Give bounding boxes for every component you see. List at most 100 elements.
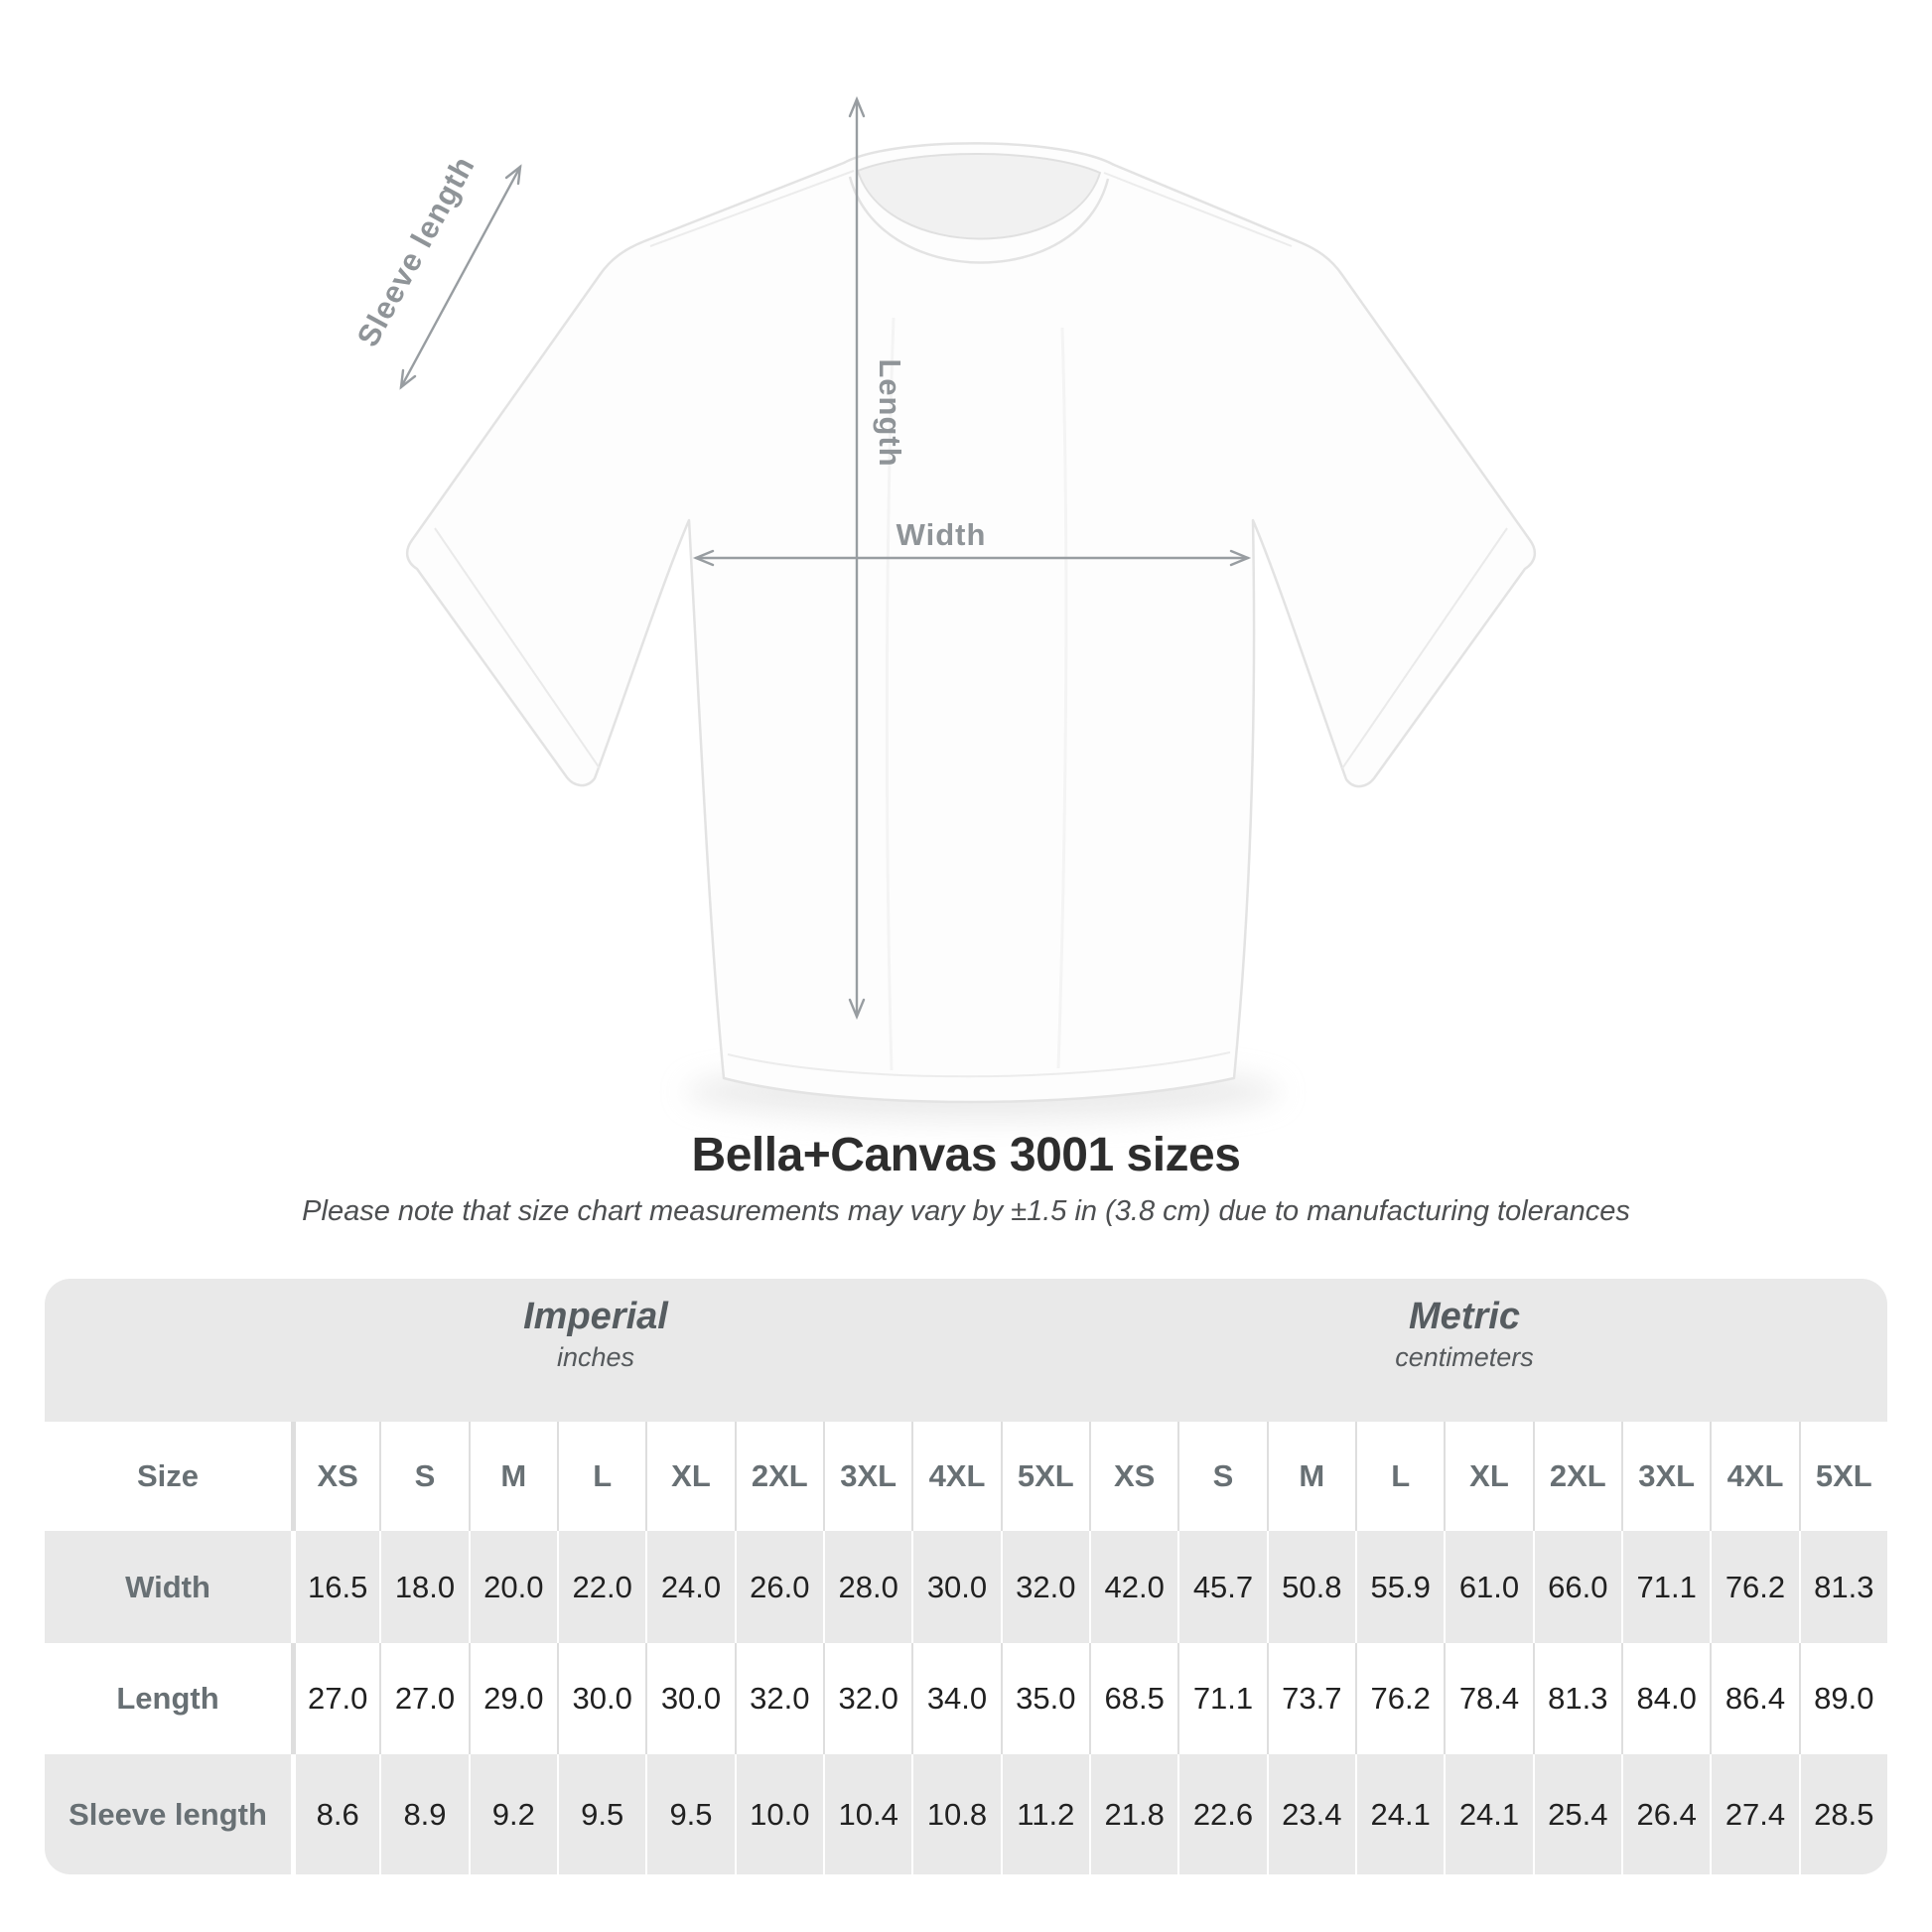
- size-column-header: 2XL: [734, 1422, 823, 1531]
- value-cell: 23.4: [1266, 1754, 1355, 1874]
- size-column-header: 2XL: [1532, 1422, 1621, 1531]
- value-cell: 81.3: [1798, 1531, 1887, 1643]
- size-column-header: XS: [291, 1422, 380, 1531]
- size-column-header: 4XL: [911, 1422, 1001, 1531]
- length-label: Length: [873, 358, 907, 467]
- value-cell: 71.1: [1621, 1531, 1711, 1643]
- value-cell: 45.7: [1177, 1531, 1267, 1643]
- value-cell: 26.0: [734, 1531, 823, 1643]
- row-label: Width: [45, 1531, 291, 1643]
- size-column-header: L: [1355, 1422, 1445, 1531]
- value-cell: 32.0: [734, 1643, 823, 1754]
- size-column-header: XL: [645, 1422, 735, 1531]
- value-cell: 73.7: [1266, 1643, 1355, 1754]
- value-cell: 9.5: [557, 1754, 646, 1874]
- value-cell: 76.2: [1355, 1643, 1445, 1754]
- value-cell: 22.0: [557, 1531, 646, 1643]
- value-cell: 28.5: [1798, 1754, 1887, 1874]
- metric-section-header: Metric centimeters: [1266, 1295, 1663, 1376]
- value-cell: 21.8: [1089, 1754, 1178, 1874]
- row-label: Length: [45, 1643, 291, 1754]
- imperial-unit: inches: [556, 1342, 635, 1372]
- value-cell: 30.0: [911, 1531, 1001, 1643]
- value-cell: 18.0: [379, 1531, 469, 1643]
- cuff-seam-right: [1341, 527, 1508, 769]
- page-title: Bella+Canvas 3001 sizes: [691, 1129, 1241, 1181]
- value-cell: 8.6: [291, 1754, 380, 1874]
- crease: [885, 317, 896, 1071]
- row-label: Sleeve length: [45, 1754, 291, 1874]
- value-cell: 10.4: [823, 1754, 912, 1874]
- metric-title: Metric: [1409, 1296, 1520, 1337]
- value-cell: 29.0: [468, 1643, 557, 1754]
- size-column-header: M: [468, 1422, 557, 1531]
- size-column-header: S: [1177, 1422, 1267, 1531]
- value-cell: 10.0: [734, 1754, 823, 1874]
- value-cell: 81.3: [1532, 1643, 1621, 1754]
- value-cell: 27.0: [291, 1643, 380, 1754]
- value-cell: 27.4: [1710, 1754, 1799, 1874]
- value-cell: 20.0: [468, 1531, 557, 1643]
- sleeve-length-label: Sleeve length: [350, 150, 482, 352]
- value-cell: 10.8: [911, 1754, 1001, 1874]
- value-cell: 25.4: [1532, 1754, 1621, 1874]
- size-header-label: Size: [45, 1422, 291, 1531]
- value-cell: 32.0: [1000, 1531, 1089, 1643]
- value-cell: 34.0: [911, 1643, 1001, 1754]
- value-cell: 55.9: [1355, 1531, 1445, 1643]
- size-chart-card: Imperial inches Metric centimeters Size X…: [45, 1279, 1887, 1874]
- width-label: Width: [897, 517, 987, 552]
- value-cell: 24.0: [645, 1531, 735, 1643]
- size-column-header: L: [557, 1422, 646, 1531]
- value-cell: 50.8: [1266, 1531, 1355, 1643]
- shoulder-seam-right: [1103, 172, 1293, 247]
- size-column-header: M: [1266, 1422, 1355, 1531]
- units-band: Imperial inches Metric centimeters: [45, 1279, 1887, 1422]
- size-column-header: S: [379, 1422, 469, 1531]
- sleeve-length-arrow: [399, 164, 522, 390]
- size-column-header: 5XL: [1000, 1422, 1089, 1531]
- size-column-header: 3XL: [823, 1422, 912, 1531]
- value-cell: 84.0: [1621, 1643, 1711, 1754]
- value-cell: 35.0: [1000, 1643, 1089, 1754]
- collar-opening: [856, 153, 1102, 240]
- size-column-header: 4XL: [1710, 1422, 1799, 1531]
- metric-unit: centimeters: [1395, 1342, 1534, 1372]
- value-cell: 24.1: [1355, 1754, 1445, 1874]
- value-cell: 61.0: [1444, 1531, 1533, 1643]
- size-column-header: 5XL: [1798, 1422, 1887, 1531]
- shoulder-seam-left: [649, 170, 855, 247]
- value-cell: 8.9: [379, 1754, 469, 1874]
- tshirt-diagram: Sleeve length Length Width: [350, 95, 1537, 1120]
- value-cell: 22.6: [1177, 1754, 1267, 1874]
- value-cell: 42.0: [1089, 1531, 1178, 1643]
- value-cell: 26.4: [1621, 1754, 1711, 1874]
- value-cell: 24.1: [1444, 1754, 1533, 1874]
- size-table: Size XS S M L XL 2XL 3XL 4XL 5XL XS S M L XL 2XL 3XL 4XL 5…: [45, 1422, 1887, 1874]
- value-cell: 27.0: [379, 1643, 469, 1754]
- value-cell: 32.0: [823, 1643, 912, 1754]
- size-column-header: 3XL: [1621, 1422, 1711, 1531]
- size-column-header: XS: [1089, 1422, 1178, 1531]
- page-subtitle: Please note that size chart measurements…: [302, 1195, 1630, 1227]
- imperial-section-header: Imperial inches: [397, 1295, 794, 1376]
- value-cell: 86.4: [1710, 1643, 1799, 1754]
- value-cell: 30.0: [645, 1643, 735, 1754]
- value-cell: 68.5: [1089, 1643, 1178, 1754]
- value-cell: 28.0: [823, 1531, 912, 1643]
- value-cell: 16.5: [291, 1531, 380, 1643]
- value-cell: 71.1: [1177, 1643, 1267, 1754]
- value-cell: 11.2: [1000, 1754, 1089, 1874]
- value-cell: 9.2: [468, 1754, 557, 1874]
- cuff-seam-left: [434, 527, 601, 769]
- value-cell: 66.0: [1532, 1531, 1621, 1643]
- collar-seam: [848, 176, 1110, 264]
- value-cell: 76.2: [1710, 1531, 1799, 1643]
- imperial-title: Imperial: [523, 1296, 668, 1337]
- size-column-header: XL: [1444, 1422, 1533, 1531]
- hem-seam: [727, 1051, 1231, 1078]
- value-cell: 30.0: [557, 1643, 646, 1754]
- value-cell: 78.4: [1444, 1643, 1533, 1754]
- tshirt-body: [405, 142, 1537, 1104]
- crease: [1056, 327, 1068, 1069]
